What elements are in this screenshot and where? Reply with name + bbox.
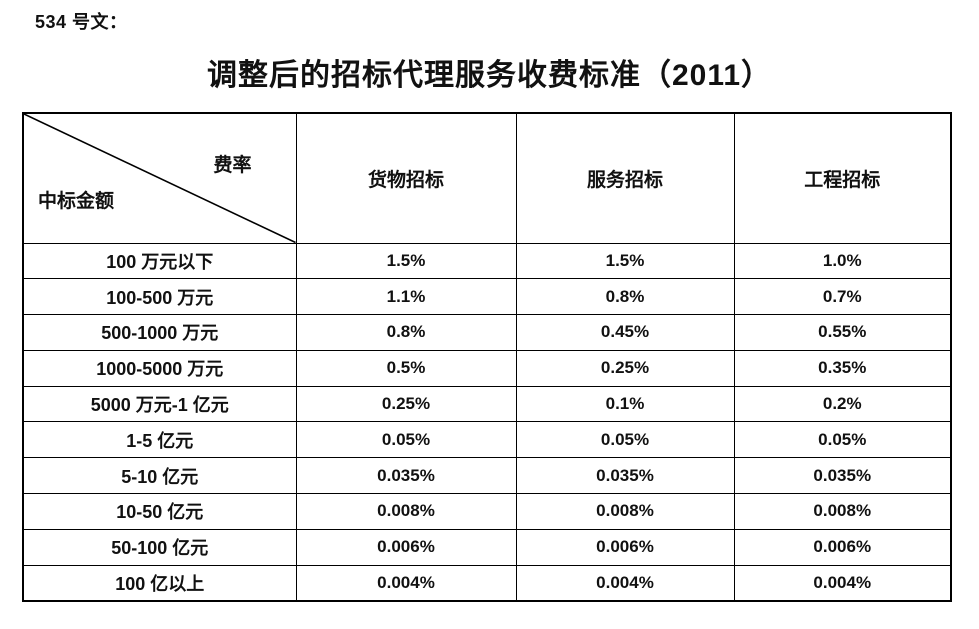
table-row: 5000 万元-1 亿元 0.25% 0.1% 0.2%	[22, 385, 952, 423]
row-label: 1000-5000 万元	[22, 349, 297, 387]
fee-cell: 0.35%	[733, 349, 952, 387]
table-row: 1000-5000 万元 0.5% 0.25% 0.35%	[22, 349, 952, 387]
table-row: 5-10 亿元 0.035% 0.035% 0.035%	[22, 457, 952, 495]
fee-cell: 0.004%	[515, 564, 735, 602]
table-row: 100 万元以下 1.5% 1.5% 1.0%	[22, 242, 952, 280]
corner-label-amount: 中标金额	[38, 190, 115, 212]
row-label: 10-50 亿元	[22, 493, 297, 530]
fee-cell: 0.006%	[295, 528, 517, 566]
fee-cell: 1.5%	[295, 242, 517, 280]
row-label: 5-10 亿元	[22, 457, 297, 495]
fee-cell: 0.008%	[733, 493, 952, 530]
fee-cell: 0.004%	[295, 564, 517, 602]
fee-cell: 0.05%	[733, 421, 952, 459]
fee-cell: 0.006%	[515, 528, 735, 566]
fee-cell: 0.035%	[295, 457, 517, 495]
fee-cell: 0.008%	[295, 493, 517, 530]
row-label: 100-500 万元	[22, 278, 297, 316]
corner-header-cell: 费率 中标金额	[22, 112, 297, 244]
fee-cell: 0.55%	[733, 314, 952, 351]
fee-cell: 0.2%	[733, 385, 952, 423]
corner-label-rate: 费率	[213, 155, 252, 176]
fee-cell: 1.0%	[733, 242, 952, 280]
table-row: 50-100 亿元 0.006% 0.006% 0.006%	[22, 528, 952, 566]
fee-cell: 0.05%	[515, 421, 735, 459]
fee-cell: 0.1%	[515, 385, 735, 423]
table-row: 100-500 万元 1.1% 0.8% 0.7%	[22, 278, 952, 316]
doc-number-label: 534 号文：	[35, 12, 128, 32]
fee-cell: 0.035%	[733, 457, 952, 495]
table-header-row: 费率 中标金额 货物招标 服务招标 工程招标	[22, 112, 952, 244]
row-label: 5000 万元-1 亿元	[22, 385, 297, 423]
row-label: 100 亿以上	[22, 564, 297, 602]
column-header-services: 服务招标	[515, 112, 735, 244]
fee-cell: 0.25%	[515, 349, 735, 387]
diagonal-divider-line	[24, 114, 296, 243]
row-label: 100 万元以下	[22, 242, 297, 280]
table-row: 100 亿以上 0.004% 0.004% 0.004%	[22, 564, 952, 602]
row-label: 50-100 亿元	[22, 528, 297, 566]
table-row: 500-1000 万元 0.8% 0.45% 0.55%	[22, 314, 952, 351]
column-header-engineering: 工程招标	[733, 112, 952, 244]
fee-cell: 0.8%	[515, 278, 735, 316]
fee-cell: 1.1%	[295, 278, 517, 316]
table-row: 1-5 亿元 0.05% 0.05% 0.05%	[22, 421, 952, 459]
fee-cell: 0.25%	[295, 385, 517, 423]
fee-cell: 0.05%	[295, 421, 517, 459]
row-label: 500-1000 万元	[22, 314, 297, 351]
fee-cell: 0.008%	[515, 493, 735, 530]
fee-rate-table: 费率 中标金额 货物招标 服务招标 工程招标 100 万元以下 1.5% 1.5…	[22, 112, 952, 602]
column-header-goods: 货物招标	[295, 112, 517, 244]
row-label: 1-5 亿元	[22, 421, 297, 459]
fee-cell: 0.45%	[515, 314, 735, 351]
fee-cell: 0.7%	[733, 278, 952, 316]
fee-cell: 0.5%	[295, 349, 517, 387]
fee-cell: 0.035%	[515, 457, 735, 495]
fee-cell: 1.5%	[515, 242, 735, 280]
table-row: 10-50 亿元 0.008% 0.008% 0.008%	[22, 493, 952, 530]
fee-cell: 0.004%	[733, 564, 952, 602]
fee-cell: 0.006%	[733, 528, 952, 566]
page-title: 调整后的招标代理服务收费标准（2011）	[206, 59, 773, 92]
fee-cell: 0.8%	[295, 314, 517, 351]
